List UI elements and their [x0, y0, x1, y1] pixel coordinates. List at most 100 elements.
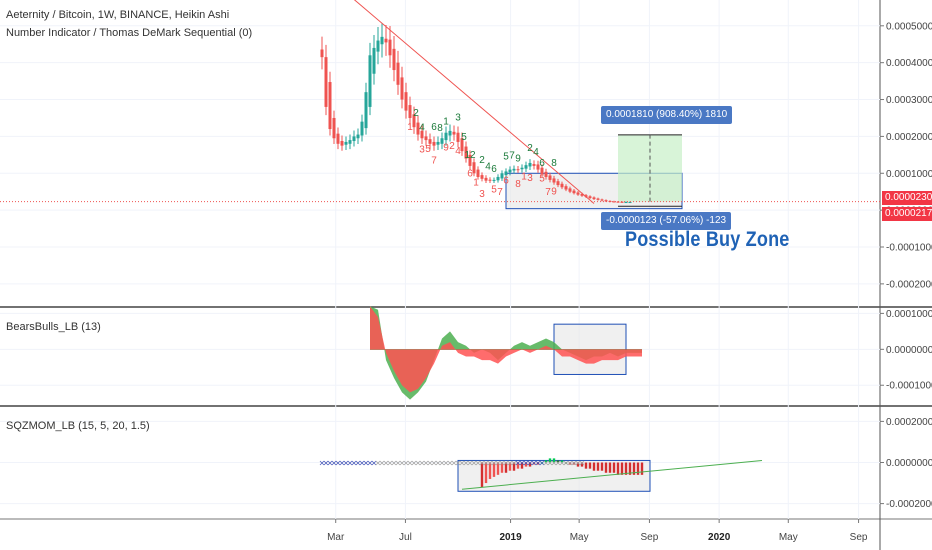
momentum-bar[interactable]	[632, 462, 636, 475]
candle-body[interactable]	[332, 117, 336, 139]
candle-body[interactable]	[536, 164, 540, 170]
momentum-bar[interactable]	[608, 462, 612, 473]
candle-body[interactable]	[420, 130, 424, 139]
candle-body[interactable]	[540, 167, 544, 175]
candle-body[interactable]	[376, 40, 380, 52]
momentum-bar[interactable]	[624, 462, 628, 475]
candle-body[interactable]	[528, 162, 532, 167]
candle-body[interactable]	[416, 122, 420, 135]
candle-body[interactable]	[408, 105, 412, 118]
candle-body[interactable]	[340, 141, 344, 146]
momentum-bar[interactable]	[564, 462, 568, 464]
candle-body[interactable]	[484, 177, 488, 181]
momentum-bar[interactable]	[588, 462, 592, 469]
momentum-bar[interactable]	[600, 462, 604, 471]
candle-body[interactable]	[576, 192, 580, 195]
momentum-bar[interactable]	[492, 462, 496, 477]
candle-body[interactable]	[328, 82, 332, 130]
momentum-bar[interactable]	[580, 462, 584, 467]
candle-body[interactable]	[440, 138, 444, 144]
momentum-bar[interactable]	[496, 462, 500, 475]
candle-body[interactable]	[560, 183, 564, 188]
momentum-bar[interactable]	[592, 462, 596, 471]
candle-body[interactable]	[524, 165, 528, 169]
candle-body[interactable]	[444, 132, 448, 141]
candle-body[interactable]	[352, 136, 356, 142]
candle-body[interactable]	[604, 200, 608, 202]
candle-body[interactable]	[372, 47, 376, 74]
candle-body[interactable]	[472, 162, 476, 174]
candle-body[interactable]	[584, 195, 588, 197]
candle-body[interactable]	[400, 77, 404, 100]
momentum-bar[interactable]	[596, 462, 600, 471]
candle-body[interactable]	[496, 176, 500, 181]
candle-body[interactable]	[364, 92, 368, 129]
candle-body[interactable]	[368, 55, 372, 107]
momentum-bar[interactable]	[524, 462, 528, 467]
candle-body[interactable]	[544, 171, 548, 177]
momentum-bar[interactable]	[604, 462, 608, 473]
momentum-bar[interactable]	[628, 462, 632, 475]
candle-body[interactable]	[588, 196, 592, 198]
candle-body[interactable]	[336, 133, 340, 144]
candle-body[interactable]	[516, 169, 520, 171]
sqzmom-trend-line[interactable]	[461, 459, 763, 490]
momentum-bar[interactable]	[568, 462, 572, 465]
momentum-bar[interactable]	[616, 462, 620, 475]
candle-body[interactable]	[456, 132, 460, 142]
candle-body[interactable]	[468, 154, 472, 166]
momentum-bar[interactable]	[536, 462, 540, 465]
momentum-bar[interactable]	[548, 458, 552, 463]
momentum-bar[interactable]	[552, 458, 556, 463]
candle-body[interactable]	[492, 179, 496, 181]
candle-body[interactable]	[568, 188, 572, 192]
candle-body[interactable]	[572, 190, 576, 194]
sqzmom-panel[interactable]: ××××××××××××××××××××××××××××××××××××××××…	[319, 458, 763, 490]
candle-body[interactable]	[476, 169, 480, 177]
momentum-bar[interactable]	[544, 460, 548, 463]
momentum-bar[interactable]	[516, 462, 520, 469]
momentum-bar[interactable]	[508, 462, 512, 471]
price-axis[interactable]: 0.0005000 0.0004000 0.0003000 0.0002000 0.00…	[880, 21, 932, 510]
momentum-bar[interactable]	[520, 462, 524, 469]
momentum-bar[interactable]	[540, 462, 544, 464]
candle-body[interactable]	[620, 201, 624, 203]
momentum-bar[interactable]	[532, 462, 536, 465]
momentum-bar[interactable]	[480, 462, 484, 488]
candle-body[interactable]	[608, 200, 612, 202]
candle-body[interactable]	[612, 201, 616, 203]
momentum-bar[interactable]	[572, 462, 576, 465]
time-axis[interactable]: Mar Jul 2019 May Sep 2020 May Sep	[327, 519, 868, 543]
momentum-bar[interactable]	[640, 462, 644, 475]
candle-body[interactable]	[488, 179, 492, 181]
candle-body[interactable]	[500, 173, 504, 179]
momentum-bar[interactable]	[488, 462, 492, 479]
momentum-bar[interactable]	[512, 462, 516, 471]
candle-body[interactable]	[548, 175, 552, 180]
candle-body[interactable]	[504, 171, 508, 176]
momentum-bar[interactable]	[620, 462, 624, 475]
candle-body[interactable]	[448, 130, 452, 136]
candle-body[interactable]	[356, 134, 360, 139]
momentum-bar[interactable]	[556, 460, 560, 463]
bears-bulls-panel[interactable]	[370, 306, 642, 400]
momentum-bar[interactable]	[560, 460, 564, 463]
candle-body[interactable]	[380, 36, 384, 45]
momentum-bar[interactable]	[504, 462, 508, 473]
candle-body[interactable]	[396, 62, 400, 85]
candle-body[interactable]	[348, 140, 352, 144]
momentum-bar[interactable]	[612, 462, 616, 473]
candle-body[interactable]	[360, 121, 364, 136]
candle-body[interactable]	[464, 146, 468, 159]
candle-body[interactable]	[512, 168, 516, 171]
momentum-bar[interactable]	[528, 462, 532, 467]
candle-body[interactable]	[436, 141, 440, 145]
candle-body[interactable]	[384, 38, 388, 43]
candle-body[interactable]	[320, 49, 324, 58]
candle-body[interactable]	[324, 57, 328, 107]
candle-body[interactable]	[432, 141, 436, 146]
candle-body[interactable]	[628, 202, 632, 204]
candle-body[interactable]	[428, 139, 432, 144]
candle-body[interactable]	[580, 193, 584, 196]
candle-body[interactable]	[452, 131, 456, 135]
